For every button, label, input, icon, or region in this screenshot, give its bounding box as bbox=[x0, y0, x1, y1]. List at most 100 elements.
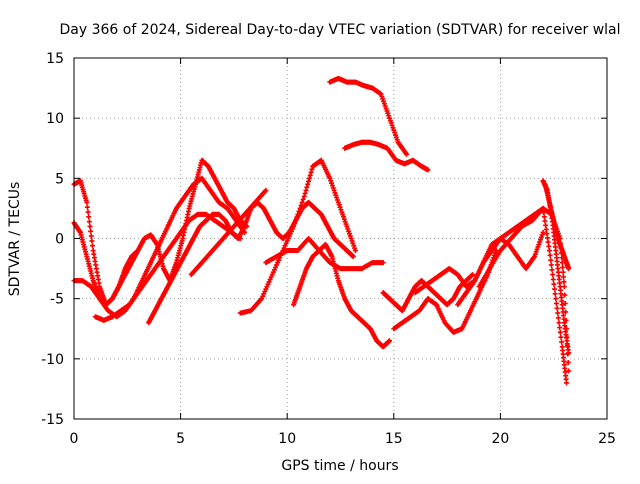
data-point bbox=[306, 175, 312, 181]
data-point bbox=[292, 220, 298, 226]
data-point bbox=[545, 235, 551, 241]
data-point bbox=[470, 272, 476, 278]
data-point bbox=[559, 260, 565, 266]
data-point bbox=[546, 248, 552, 254]
x-tick-label: 25 bbox=[598, 431, 616, 447]
data-point bbox=[541, 214, 547, 220]
data-point bbox=[300, 196, 306, 202]
data-point bbox=[545, 239, 551, 245]
x-tick-label: 10 bbox=[278, 431, 296, 447]
data-series-trace-16 bbox=[476, 205, 569, 386]
data-point bbox=[554, 305, 560, 311]
data-point bbox=[88, 228, 94, 234]
data-point bbox=[560, 264, 566, 270]
data-point bbox=[566, 368, 572, 374]
data-point bbox=[306, 178, 312, 184]
data-point bbox=[350, 254, 356, 260]
y-tick-label: 15 bbox=[46, 51, 64, 67]
data-series-trace-10 bbox=[327, 75, 410, 157]
y-tick-label: -5 bbox=[50, 292, 64, 308]
data-point bbox=[548, 262, 554, 268]
x-tick-label: 0 bbox=[70, 431, 79, 447]
data-point bbox=[293, 217, 299, 223]
data-point bbox=[551, 281, 557, 287]
data-series-trace-11 bbox=[342, 139, 431, 173]
data-point bbox=[563, 380, 569, 386]
data-point bbox=[561, 274, 567, 280]
y-tick-label: 10 bbox=[46, 111, 64, 127]
data-point bbox=[550, 272, 556, 278]
data-point bbox=[90, 243, 96, 249]
data-point bbox=[553, 296, 559, 302]
data-point bbox=[552, 286, 558, 292]
data-point bbox=[542, 218, 548, 224]
data-point bbox=[299, 199, 305, 205]
data-point bbox=[553, 300, 559, 306]
data-point bbox=[556, 320, 562, 326]
x-axis-label: GPS time / hours bbox=[281, 458, 398, 474]
axis-ticks: 0 5 10 15 20 25 -15 -10 -5 0 5 10 15 bbox=[41, 51, 616, 447]
data-point bbox=[309, 166, 315, 172]
data-point bbox=[557, 329, 563, 335]
data-point bbox=[558, 334, 564, 340]
data-series-trace-6 bbox=[188, 187, 269, 278]
y-tick-label: -15 bbox=[41, 412, 64, 428]
data-point bbox=[89, 238, 95, 244]
data-point bbox=[559, 339, 565, 345]
data-point bbox=[294, 214, 300, 220]
y-tick-label: 0 bbox=[55, 232, 64, 248]
chart-title: Day 366 of 2024, Sidereal Day-to-day VTE… bbox=[59, 22, 620, 38]
data-point bbox=[566, 266, 572, 272]
data-point bbox=[425, 167, 431, 173]
x-tick-label: 5 bbox=[176, 431, 185, 447]
data-point bbox=[560, 269, 566, 275]
data-point bbox=[561, 279, 567, 285]
y-axis-label: SDTVAR / TECUs bbox=[7, 182, 23, 297]
data-series-trace-13 bbox=[391, 248, 499, 335]
data-point bbox=[86, 219, 92, 225]
data-point bbox=[302, 190, 308, 196]
y-tick-label: -10 bbox=[41, 352, 64, 368]
data-series-trace-18 bbox=[542, 181, 572, 272]
data-point bbox=[493, 248, 499, 254]
data-point bbox=[84, 204, 90, 210]
data-point bbox=[543, 222, 549, 228]
data-point bbox=[565, 359, 571, 365]
data-point bbox=[297, 205, 303, 211]
data-point bbox=[305, 181, 311, 187]
data-point bbox=[548, 257, 554, 263]
data-point bbox=[555, 315, 561, 321]
data-point bbox=[544, 231, 550, 237]
data-point bbox=[552, 291, 558, 297]
data-point bbox=[540, 229, 546, 235]
data-point bbox=[562, 292, 568, 298]
data-series-trace-8 bbox=[263, 236, 386, 272]
data-point bbox=[549, 267, 555, 273]
data-point bbox=[291, 223, 297, 229]
x-tick-label: 20 bbox=[491, 431, 509, 447]
data-point bbox=[84, 199, 90, 205]
data-point bbox=[88, 233, 94, 239]
data-point bbox=[308, 169, 314, 175]
data-point bbox=[543, 226, 549, 232]
data-point bbox=[304, 184, 310, 190]
data-point bbox=[263, 187, 269, 193]
data-point bbox=[86, 214, 92, 220]
data-point bbox=[561, 284, 567, 290]
data-point bbox=[296, 208, 302, 214]
data-point bbox=[541, 210, 547, 216]
data-point bbox=[540, 205, 546, 211]
data-point bbox=[352, 248, 358, 254]
data-point bbox=[566, 350, 572, 356]
data-point bbox=[550, 276, 556, 282]
data-point bbox=[547, 252, 553, 258]
data-point bbox=[546, 243, 552, 249]
x-tick-label: 15 bbox=[385, 431, 403, 447]
data-point bbox=[380, 260, 386, 266]
data-point bbox=[85, 209, 91, 215]
data-point bbox=[303, 187, 309, 193]
data-point bbox=[87, 223, 93, 229]
